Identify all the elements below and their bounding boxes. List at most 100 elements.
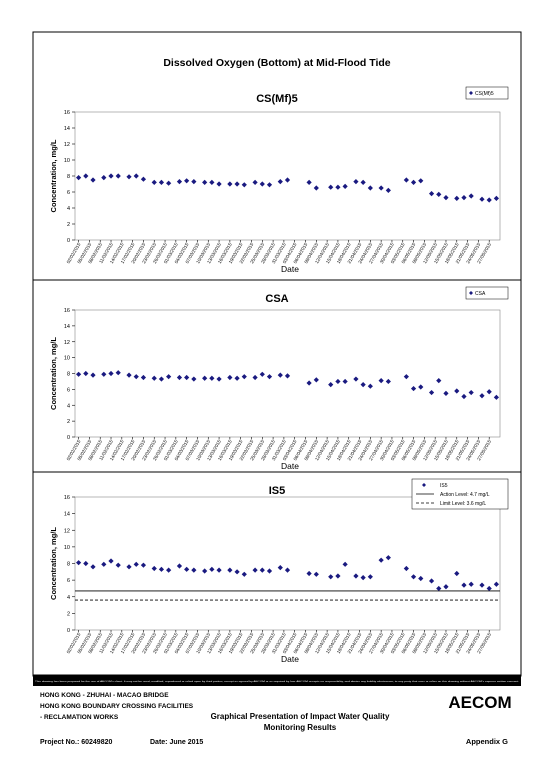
legend-marker (469, 91, 473, 95)
y-tick-label: 0 (67, 238, 70, 244)
page-title: Dissolved Oxygen (Bottom) at Mid-Flood T… (163, 57, 390, 69)
y-tick-label: 6 (67, 387, 70, 393)
data-point (101, 371, 107, 377)
data-point (108, 370, 114, 377)
data-point (486, 585, 492, 592)
data-point (284, 373, 291, 379)
y-tick-label: 0 (67, 628, 70, 634)
data-point (284, 567, 291, 573)
data-point (378, 185, 384, 191)
data-point (428, 191, 435, 197)
data-point (360, 179, 366, 185)
data-point (461, 582, 467, 588)
y-tick-label: 2 (67, 222, 70, 228)
data-point (126, 372, 132, 378)
data-point (176, 179, 183, 185)
data-point (184, 374, 190, 381)
chart-title: IS5 (269, 485, 286, 497)
legend-box (465, 86, 509, 100)
data-point (367, 383, 373, 389)
data-point (209, 179, 215, 185)
data-point (234, 181, 240, 187)
data-point (313, 571, 319, 577)
data-point (479, 196, 485, 202)
data-point (227, 181, 233, 187)
data-point (443, 195, 449, 201)
data-point (360, 382, 366, 388)
data-point (101, 561, 107, 567)
data-point (342, 183, 348, 189)
data-point (335, 378, 341, 385)
y-tick-label: 6 (67, 190, 70, 196)
x-axis-label: Date (281, 264, 299, 274)
y-tick-label: 8 (67, 372, 70, 378)
y-tick-label: 10 (64, 356, 70, 362)
data-point (209, 566, 215, 572)
data-point (461, 393, 467, 400)
legend-marker (469, 291, 473, 295)
data-point (216, 567, 222, 573)
data-point (133, 374, 139, 380)
data-point (126, 174, 132, 180)
data-point (428, 389, 435, 396)
data-point (76, 371, 82, 377)
data-point (140, 374, 147, 381)
data-point (241, 374, 247, 380)
data-point (176, 563, 183, 569)
data-point (385, 187, 391, 193)
disclaimer-bar (33, 676, 521, 686)
data-point (184, 566, 190, 572)
data-point (76, 560, 82, 566)
data-point (418, 384, 424, 390)
data-point (313, 185, 319, 191)
data-point (410, 179, 417, 185)
project-line: HONG KONG - ZHUHAI - MACAO BRIDGE (40, 692, 169, 699)
legend-label: Limit Level: 3.6 mg/L (440, 501, 486, 507)
data-point (140, 562, 147, 568)
data-point (468, 193, 474, 199)
data-point (151, 565, 157, 572)
logo: AECOM (448, 693, 511, 712)
data-point (140, 176, 147, 182)
data-point (486, 389, 492, 395)
data-point (202, 179, 208, 185)
data-point (227, 567, 233, 573)
y-tick-label: 14 (64, 126, 70, 132)
data-point (90, 372, 96, 378)
data-point (428, 578, 435, 584)
data-point (461, 195, 467, 201)
project-line: HONG KONG BOUNDARY CROSSING FACILITIES (40, 703, 194, 710)
y-tick-label: 14 (64, 324, 70, 330)
y-tick-label: 2 (67, 611, 70, 617)
y-tick-label: 8 (67, 562, 70, 568)
legend-label: Action Level: 4.7 mg/L (440, 492, 490, 498)
chart-title: CS(Mf)5 (256, 93, 298, 105)
y-tick-label: 10 (64, 545, 70, 551)
data-point (385, 378, 391, 385)
data-point (216, 181, 222, 187)
data-point (410, 385, 417, 392)
data-point (266, 568, 273, 574)
data-point (360, 575, 366, 581)
data-point (133, 561, 139, 567)
data-point (443, 390, 449, 396)
legend-label: CS(Mf)5 (475, 91, 494, 97)
data-point (418, 178, 424, 184)
legend-marker (422, 483, 426, 487)
data-point (234, 375, 240, 381)
data-point (266, 182, 273, 188)
y-tick-label: 12 (64, 528, 70, 534)
data-point (202, 568, 208, 574)
y-tick-label: 2 (67, 419, 70, 425)
data-point (259, 371, 265, 377)
data-point (328, 382, 334, 388)
data-point (115, 562, 121, 568)
data-point (403, 177, 409, 183)
date: Date: June 2015 (150, 739, 203, 746)
data-point (353, 376, 359, 382)
data-point (108, 558, 114, 564)
data-point (342, 561, 348, 567)
y-tick-label: 4 (67, 595, 70, 601)
data-point (83, 560, 89, 567)
